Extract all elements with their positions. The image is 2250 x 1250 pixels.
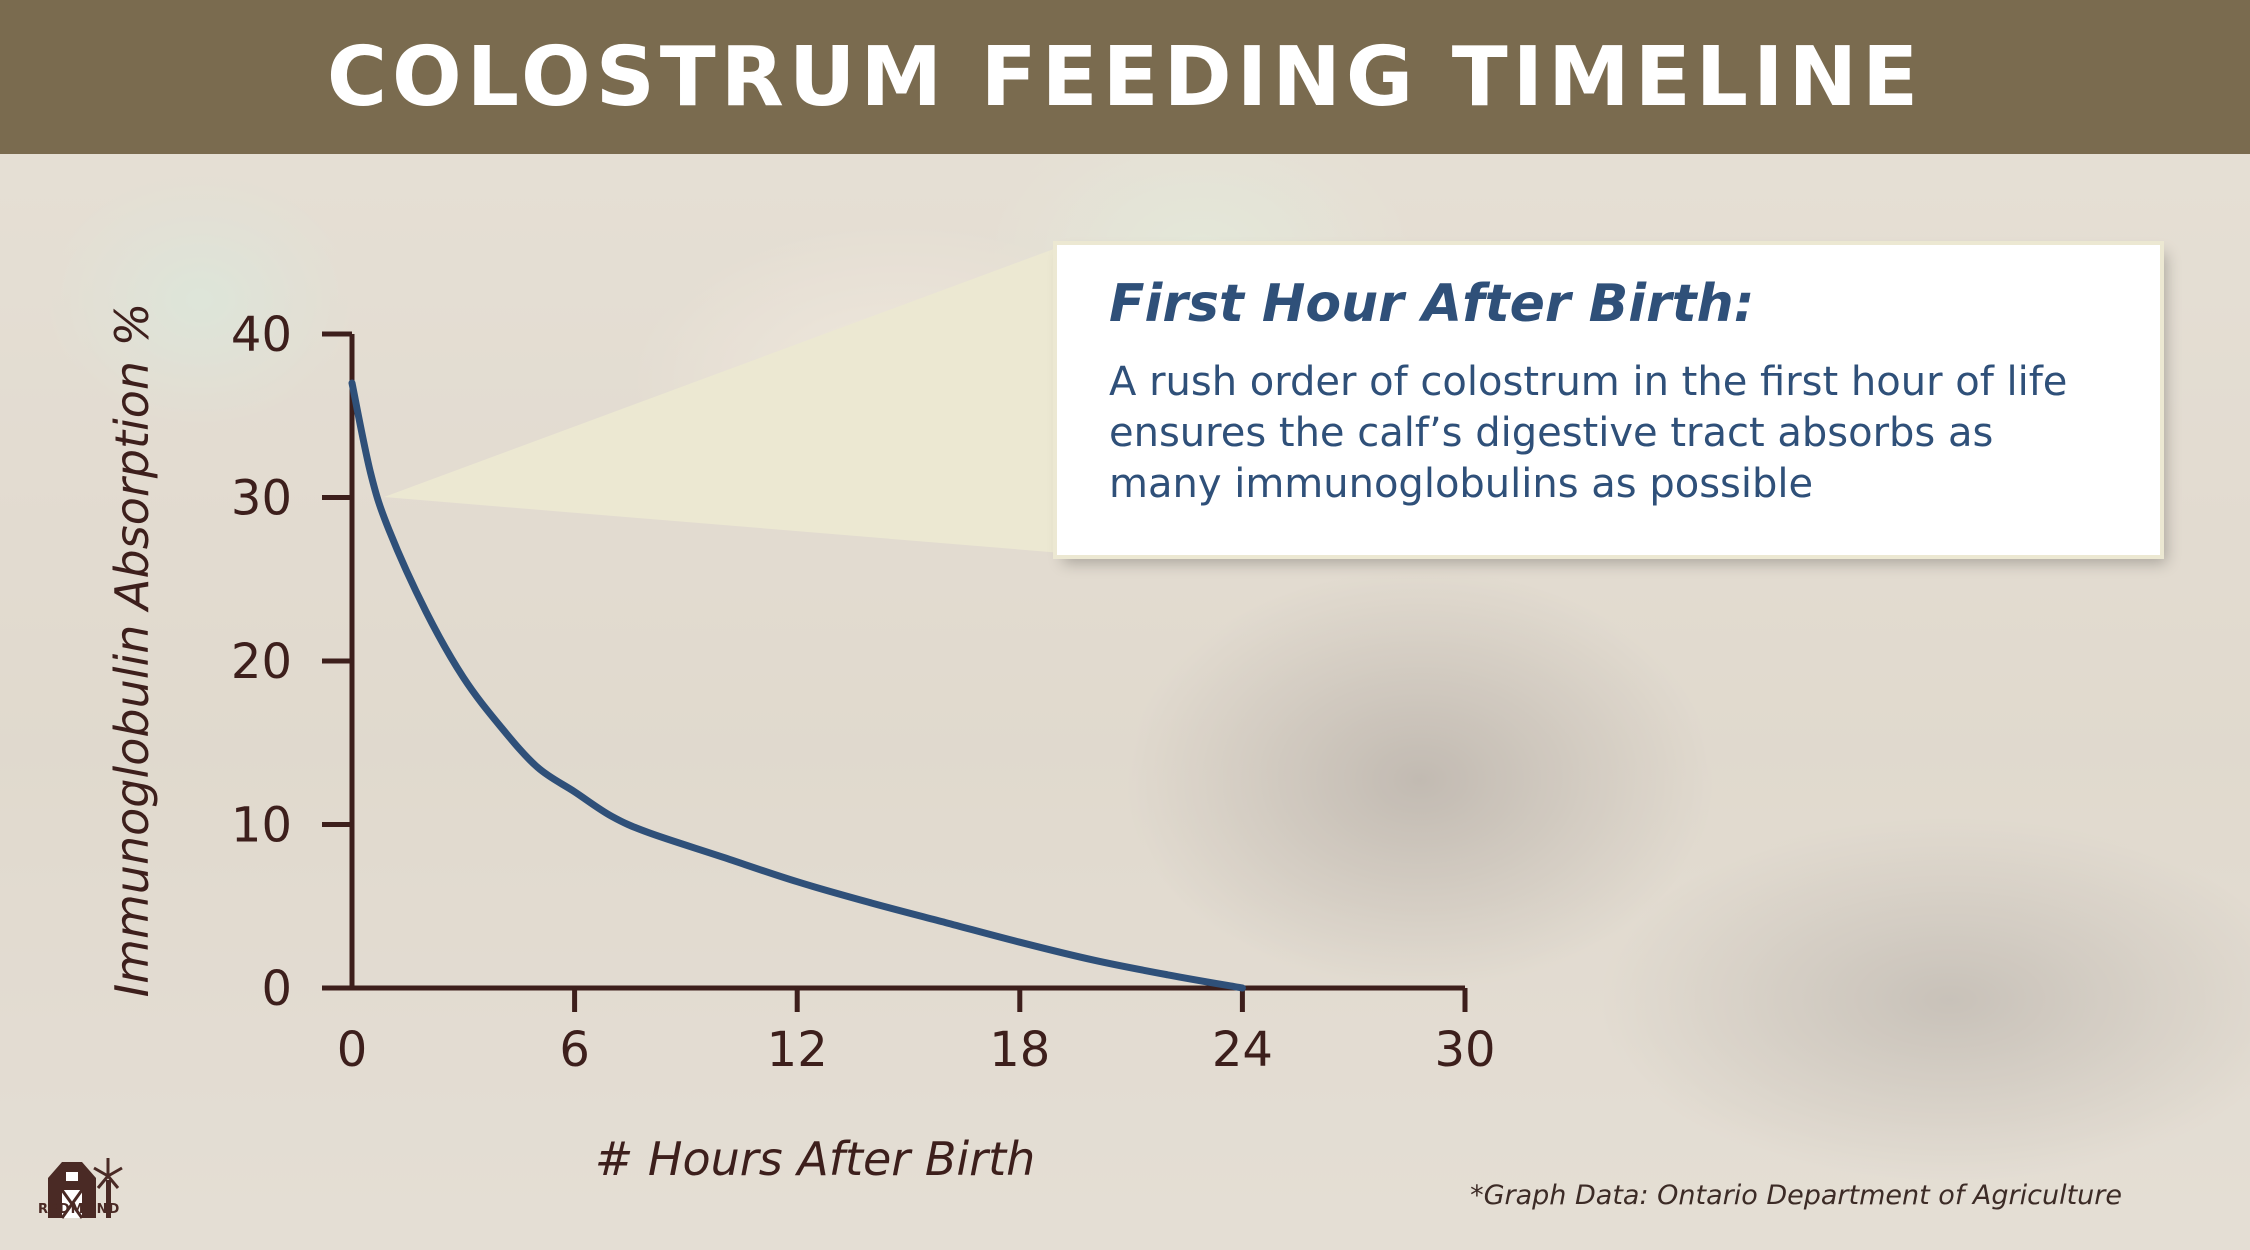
y-tick-label: 20	[231, 634, 292, 690]
y-tick-label: 0	[261, 961, 292, 1017]
x-axis-label: # Hours After Birth	[595, 1132, 1036, 1186]
x-tick-label: 6	[559, 1022, 590, 1078]
y-tick-label: 10	[231, 798, 292, 854]
page-title: COLOSTRUM FEEDING TIMELINE	[326, 29, 1924, 125]
absorption-curve	[348, 379, 1246, 992]
chart-ticks: 0 6 12 18 24 30 0 10 20 30 40	[231, 307, 1496, 1078]
x-tick-label: 0	[337, 1022, 368, 1078]
y-axis-label: Immunoglobulin Absorption %	[105, 303, 159, 998]
x-tick-label: 12	[767, 1022, 828, 1078]
barn-windmill-icon	[48, 1158, 123, 1219]
callout-box: First Hour After Birth: A rush order of …	[1057, 245, 2160, 555]
callout-title: First Hour After Birth:	[1109, 274, 1755, 334]
x-tick-label: 24	[1212, 1022, 1273, 1078]
callout-pointer	[384, 246, 1062, 553]
brand-name: REDMOND	[38, 1202, 121, 1217]
y-tick-label: 40	[231, 307, 292, 363]
callout-body: A rush order of colostrum in the first h…	[1109, 359, 2068, 507]
x-tick-label: 30	[1434, 1022, 1495, 1078]
x-tick-label: 18	[989, 1022, 1050, 1078]
y-tick-label: 30	[231, 471, 292, 527]
header-bar: COLOSTRUM FEEDING TIMELINE	[0, 0, 2250, 154]
graph-source-footnote: *Graph Data: Ontario Department of Agric…	[1470, 1180, 2122, 1211]
